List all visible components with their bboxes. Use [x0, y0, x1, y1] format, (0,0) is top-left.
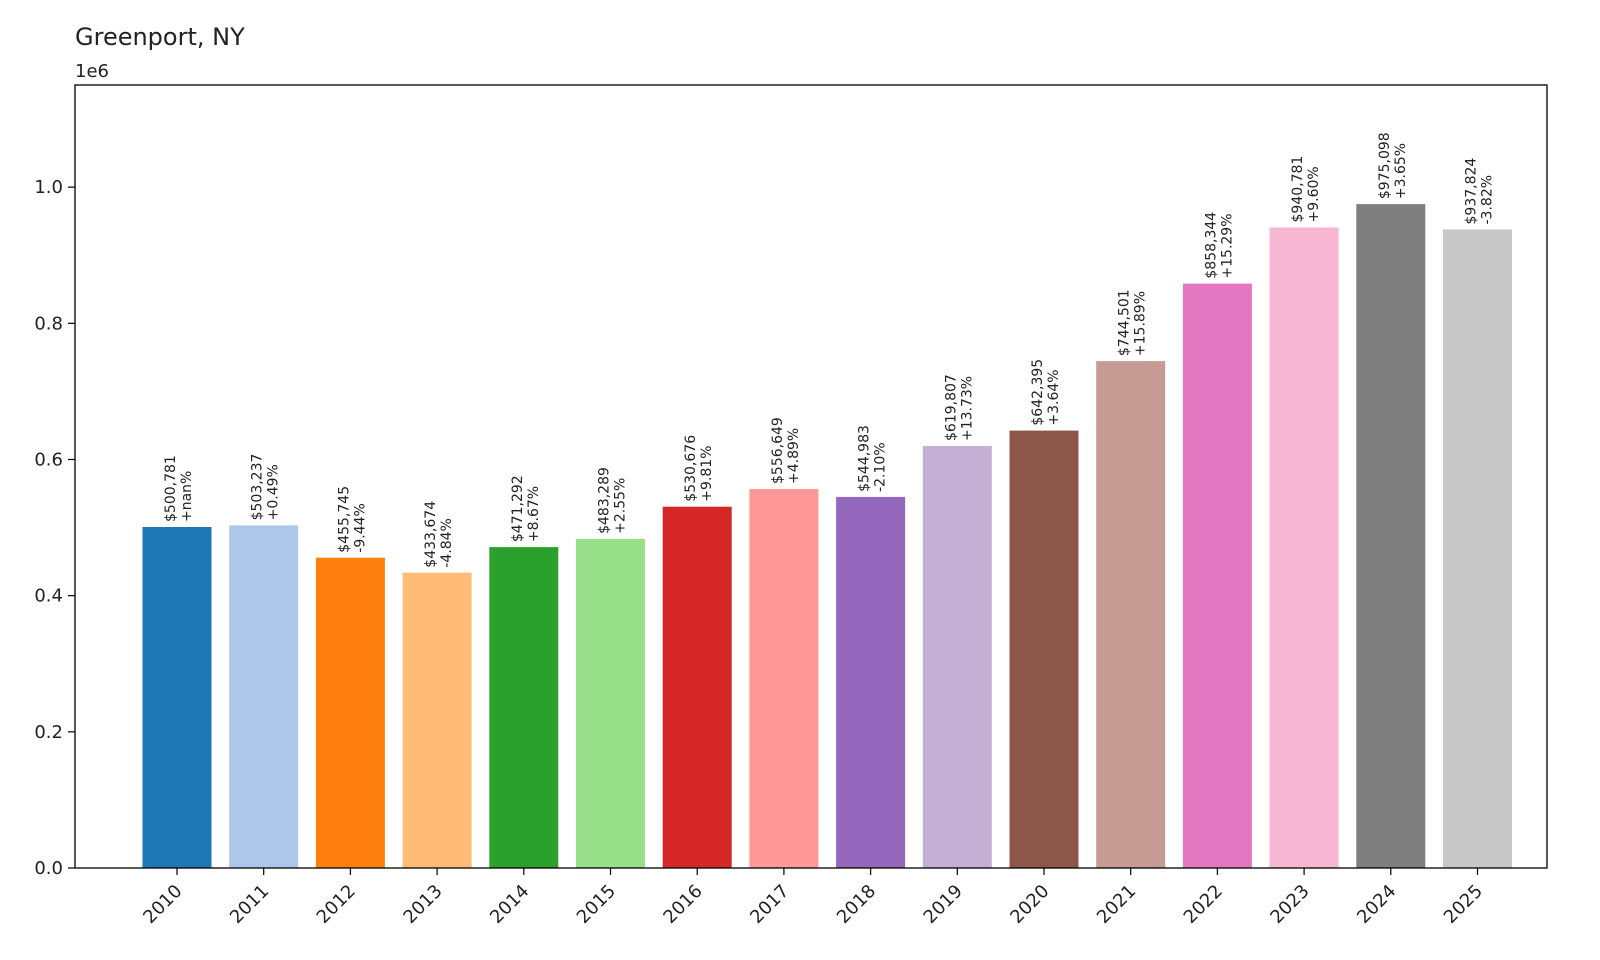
bar-change-label-2011: +0.49% [266, 464, 282, 520]
x-tick-label-2024: 2024 [1353, 881, 1400, 928]
bar-value-label-2023: $940,781 [1290, 156, 1306, 223]
y-tick-label: 0.4 [34, 586, 63, 607]
bar-value-label-2025: $937,824 [1464, 158, 1480, 225]
bar-2010 [142, 527, 212, 868]
bar-2018 [836, 496, 906, 868]
x-tick-label-2014: 2014 [486, 881, 533, 928]
x-tick-label-2017: 2017 [746, 881, 793, 928]
bar-change-label-2017: +4.89% [786, 428, 802, 484]
bar-value-label-2017: $556,649 [770, 417, 786, 484]
bar-change-label-2012: -9.44% [352, 503, 368, 553]
bar-value-label-2012: $455,745 [336, 486, 352, 553]
bar-2019 [922, 446, 992, 868]
bar-change-label-2025: -3.82% [1480, 175, 1496, 225]
bar-change-label-2022: +15.29% [1219, 213, 1235, 278]
bar-change-label-2010: +nan% [179, 471, 195, 522]
bar-2015 [576, 538, 645, 868]
x-tick-label-2019: 2019 [920, 881, 967, 928]
y-axis: 0.0 0.2 0.4 0.6 0.8 1.0 [34, 177, 75, 879]
x-tick-label-2020: 2020 [1006, 881, 1053, 928]
x-axis: 2010 2011 2012 2013 2014 2015 2016 2017 2018 2019… [139, 868, 1487, 928]
bar-value-label-2022: $858,344 [1203, 212, 1219, 279]
x-tick-label-2010: 2010 [139, 881, 186, 928]
y-tick-label: 0.2 [34, 722, 63, 743]
bar-2013 [402, 572, 472, 868]
bar-2024 [1356, 204, 1426, 869]
bar-value-label-2019: $619,807 [943, 374, 959, 441]
bar-change-label-2013: -4.84% [439, 518, 455, 568]
x-tick-label-2018: 2018 [833, 881, 880, 928]
x-tick-label-2015: 2015 [573, 881, 620, 928]
x-tick-label-2012: 2012 [313, 881, 360, 928]
bars-group: $500,781 +nan% $503,237 +0.49% $455,745 -9.44… [142, 132, 1512, 869]
plot-frame [74, 84, 1548, 869]
bar-value-label-2024: $975,098 [1377, 132, 1393, 199]
bar-change-label-2016: +9.81% [699, 445, 715, 501]
bar-change-label-2015: +2.55% [613, 478, 629, 534]
bar-change-label-2023: +9.60% [1306, 166, 1322, 222]
bar-value-label-2014: $471,292 [510, 475, 526, 542]
bar-value-label-2010: $500,781 [163, 455, 179, 522]
bar-value-label-2021: $744,501 [1117, 289, 1133, 356]
bar-2021 [1096, 361, 1166, 868]
bar-2022 [1182, 283, 1252, 869]
bar-change-label-2021: +15.89% [1133, 291, 1149, 356]
bar-2014 [489, 547, 559, 868]
y-tick-label: 1.0 [34, 177, 63, 198]
y-axis-offset-label: 1e6 [75, 61, 109, 82]
chart-title: Greenport, NY [75, 23, 245, 51]
x-tick-label-2023: 2023 [1266, 881, 1313, 928]
bar-2011 [229, 525, 299, 868]
bar-value-label-2015: $483,289 [597, 467, 613, 534]
x-tick-label-2016: 2016 [659, 881, 706, 928]
bar-2025 [1443, 229, 1512, 868]
y-tick-label: 0.6 [34, 449, 63, 470]
bar-value-label-2020: $642,395 [1030, 359, 1046, 426]
y-tick-label: 0.0 [34, 858, 63, 879]
bar-2020 [1009, 430, 1079, 868]
bar-change-label-2018: -2.10% [873, 442, 889, 492]
bar-change-label-2019: +13.73% [959, 376, 975, 441]
y-tick-label: 0.8 [34, 313, 63, 334]
bar-2023 [1269, 227, 1339, 868]
bar-change-label-2024: +3.65% [1393, 143, 1409, 199]
x-tick-label-2011: 2011 [226, 881, 273, 928]
x-tick-label-2013: 2013 [399, 881, 446, 928]
x-tick-label-2022: 2022 [1180, 881, 1227, 928]
bar-value-label-2013: $433,674 [423, 501, 439, 568]
bar-change-label-2014: +8.67% [526, 486, 542, 542]
x-tick-label-2021: 2021 [1093, 881, 1140, 928]
bar-2012 [315, 557, 385, 868]
bar-2017 [749, 489, 819, 868]
x-tick-label-2025: 2025 [1440, 881, 1487, 928]
bar-value-label-2011: $503,237 [250, 454, 266, 521]
bar-value-label-2018: $544,983 [857, 425, 873, 492]
bar-2016 [662, 506, 732, 868]
bar-value-label-2016: $530,676 [683, 435, 699, 502]
bar-change-label-2020: +3.64% [1046, 369, 1062, 425]
